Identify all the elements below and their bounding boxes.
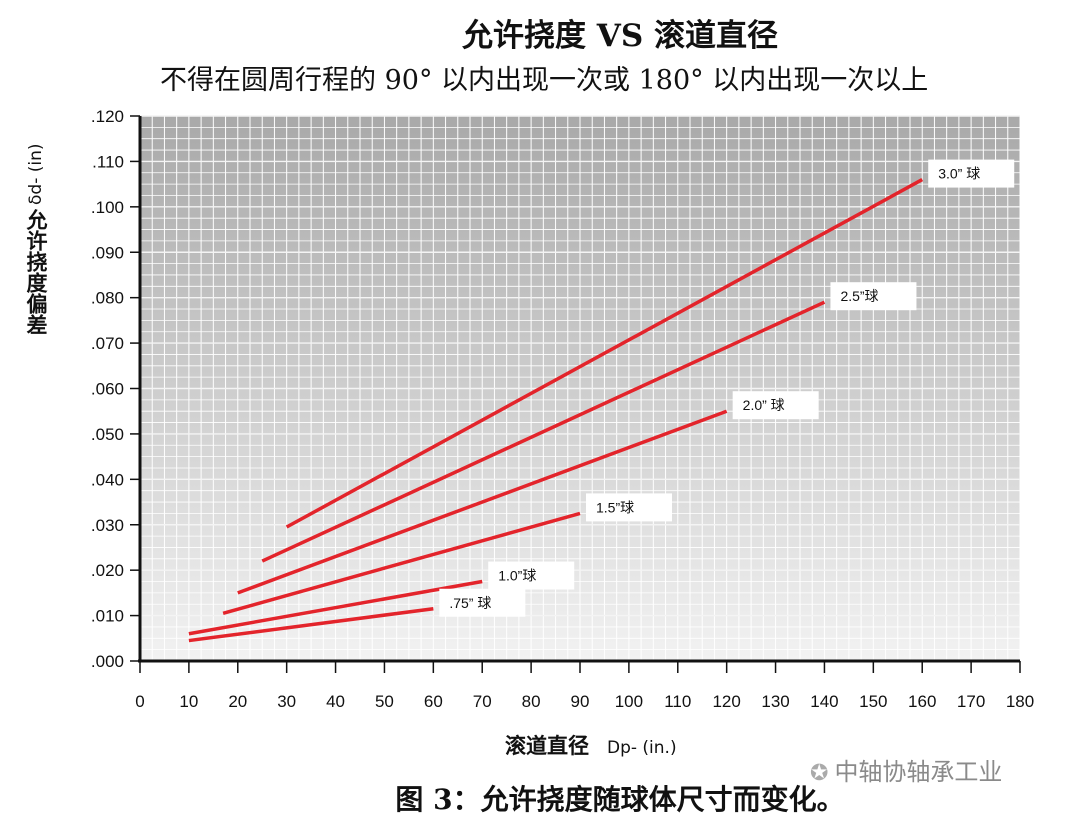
series-group: 3.0” 球 2.5”球 2.0” 球 1.5”球 1.0”球 .75” 球 (188, 159, 1015, 643)
x-axis-text: 滚道直径 (505, 734, 589, 758)
chart-subtitle: 不得在圆周行程的 90° 以内出现一次或 180° 以内出现一次以上 (160, 65, 929, 96)
series-line (222, 511, 581, 615)
x-tick-label: 140 (810, 692, 838, 711)
y-tick-labels: .000 .010 .020 .030 .040 .050 .060 .070 .080 .090… (91, 107, 140, 671)
y-tick-label: .080 (91, 289, 124, 308)
x-tick-label: 40 (326, 692, 345, 711)
x-tick-label: 90 (571, 692, 590, 711)
series-label: .75” 球 (449, 595, 491, 611)
x-tick-label: 0 (135, 692, 144, 711)
x-tick-label: 80 (522, 692, 541, 711)
y-tick-label: .070 (91, 334, 124, 353)
figure-caption: 图 3：允许挠度随球体尺寸而变化。 (395, 783, 845, 816)
x-tick-label: 10 (179, 692, 198, 711)
series-label: 2.5”球 (840, 288, 878, 304)
series-label-box (488, 561, 575, 590)
y-tick-label: .030 (91, 516, 124, 535)
x-tick-labels: 0 10 20 30 40 50 60 70 80 90 100 110 120 130 140 150 160… (135, 661, 1034, 711)
series-label-box (830, 282, 917, 311)
series-line (188, 607, 434, 643)
x-axis-symbol: Dp- (in.) (607, 738, 677, 758)
x-tick-label: 180 (1006, 692, 1034, 711)
x-tick-label: 70 (473, 692, 492, 711)
wechat-icon: ✪ (810, 761, 829, 786)
series-label: 2.0” 球 (743, 397, 785, 413)
y-tick-label: .010 (91, 607, 124, 626)
y-tick-label: .110 (92, 152, 124, 171)
x-axis-label: 滚道直径 Dp- (in.) (505, 730, 677, 760)
x-tick-label: 50 (375, 692, 394, 711)
x-tick-label: 30 (277, 692, 296, 711)
x-tick-label: 160 (908, 692, 936, 711)
y-tick-label: .100 (91, 198, 124, 217)
x-tick-label: 120 (712, 692, 740, 711)
y-tick-label: .090 (91, 243, 124, 262)
watermark: ✪ 中轴协轴承工业 (810, 752, 1002, 787)
y-tick-label: .040 (91, 470, 124, 489)
y-tick-label: .020 (91, 561, 124, 580)
series-label-box (439, 588, 526, 617)
series-label: 1.0”球 (498, 568, 536, 584)
series-label-box (586, 493, 672, 522)
y-tick-label: .120 (91, 107, 124, 126)
series-label-box (928, 159, 1015, 188)
series-label: 3.0” 球 (938, 166, 980, 182)
chart-title: 允许挠度 VS 滚道直径 (461, 18, 779, 54)
x-tick-label: 60 (424, 692, 443, 711)
series-label-box (732, 391, 819, 420)
series-line (188, 579, 483, 636)
x-tick-label: 110 (664, 692, 691, 711)
y-tick-label: .000 (91, 652, 124, 671)
series-label: 1.5”球 (596, 499, 634, 515)
y-tick-label: .050 (91, 425, 124, 444)
series-line (285, 178, 924, 529)
watermark-text: 中轴协轴承工业 (834, 758, 1003, 786)
x-tick-label: 130 (761, 692, 789, 711)
y-tick-label: .060 (91, 380, 124, 399)
x-tick-label: 100 (615, 692, 643, 711)
series-line (237, 409, 728, 595)
x-tick-label: 170 (957, 692, 985, 711)
x-tick-label: 20 (228, 692, 247, 711)
y-axis-label: δd- (in) 允许挠度偏差 (16, 144, 56, 336)
y-axis-text: 允许挠度偏差 (24, 209, 48, 335)
x-tick-label: 150 (859, 692, 887, 711)
series-line (261, 300, 826, 563)
